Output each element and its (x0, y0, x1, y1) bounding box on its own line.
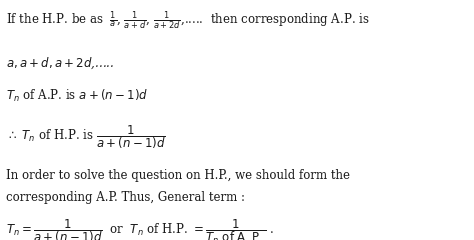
Text: In order to solve the question on H.P., we should form the: In order to solve the question on H.P., … (6, 169, 350, 182)
Text: $a, a+d, a+2d$,.....: $a, a+d, a+2d$,..... (6, 56, 114, 71)
Text: corresponding A.P. Thus, General term :: corresponding A.P. Thus, General term : (6, 192, 245, 204)
Text: If the H.P. be as  $\frac{1}{a}$, $\frac{1}{a+d}$, $\frac{1}{a+2d}$,.....  then : If the H.P. be as $\frac{1}{a}$, $\frac{… (6, 9, 369, 32)
Text: $\therefore$ $T_n$ of H.P. is $\dfrac{1}{a+(n-1)d}$: $\therefore$ $T_n$ of H.P. is $\dfrac{1}… (6, 123, 165, 151)
Text: $T_n = \dfrac{1}{a+(n-1)d}$  or  $T_n$ of H.P. $= \dfrac{1}{T_n \mathrm{\ of\ A.: $T_n = \dfrac{1}{a+(n-1)d}$ or $T_n$ of … (6, 217, 273, 240)
Text: $T_n$ of A.P. is $a+(n-1)d$: $T_n$ of A.P. is $a+(n-1)d$ (6, 88, 148, 104)
